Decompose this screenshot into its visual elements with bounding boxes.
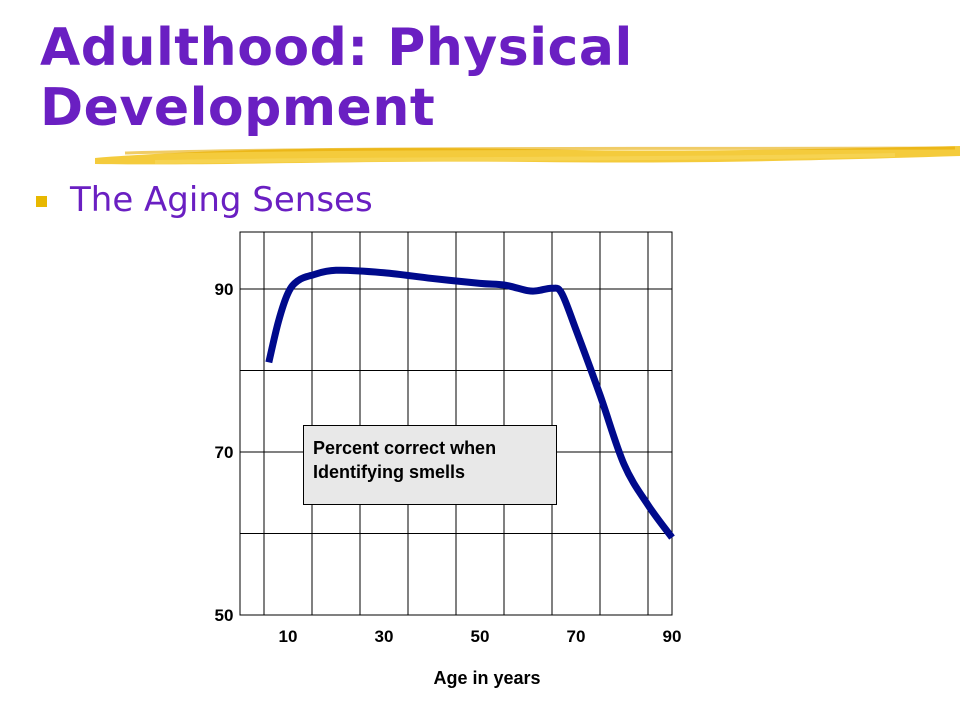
annotation-line-1: Percent correct when (313, 438, 497, 458)
y-tick-label: 50 (215, 606, 234, 625)
x-tick-label: 10 (279, 627, 298, 646)
series-line (265, 266, 675, 540)
annotation-line-2: Identifying smells (313, 462, 466, 482)
x-tick-label: 70 (567, 627, 586, 646)
y-tick-label: 90 (215, 280, 234, 299)
slide-title-line-2: Development (40, 78, 436, 138)
x-tick-label: 30 (375, 627, 394, 646)
slide-title: Adulthood: Physical Development (40, 18, 920, 138)
x-axis-label: Age in years (433, 668, 540, 688)
highlighter-stroke (95, 146, 960, 165)
chart-tick-labels: 10 30 50 70 90 50 70 90 (215, 280, 682, 646)
bullet-text: The Aging Senses (70, 180, 373, 220)
x-tick-label: 50 (471, 627, 490, 646)
y-tick-label: 70 (215, 443, 234, 462)
slide-title-line-1: Adulthood: Physical (40, 18, 633, 78)
chart-series-layer (265, 266, 675, 540)
bullet-marker-icon (36, 196, 47, 207)
chart-annotation-box: Percent correct when Identifying smells (303, 425, 557, 505)
x-tick-label: 90 (663, 627, 682, 646)
